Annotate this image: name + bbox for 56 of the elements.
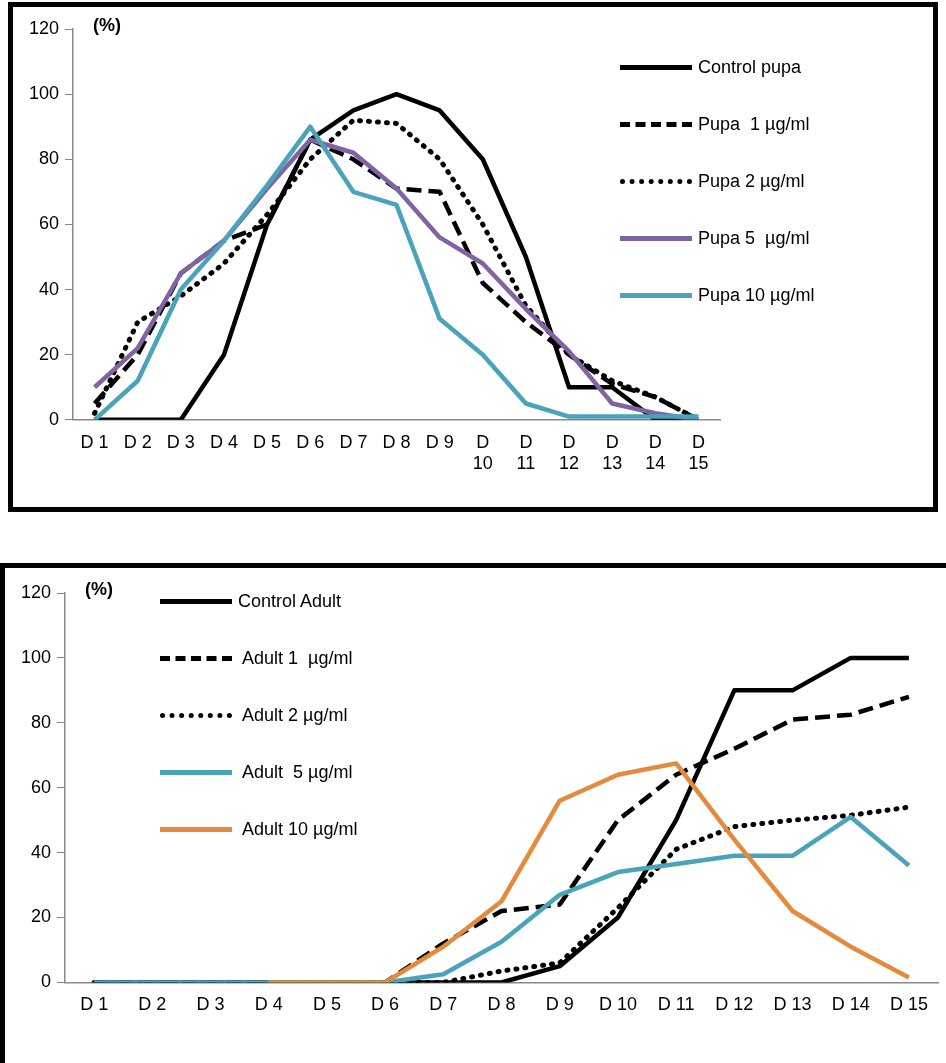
legend-label: Adult 1 µg/ml [241,648,353,669]
x-tick-label: D 1 [80,431,109,452]
y-tick-label: 0 [49,408,60,429]
y-tick-label: 20 [39,343,60,364]
x-tick-label: D 10 [472,431,493,474]
x-tick-label: D 6 [296,431,325,452]
y-tick-label: 0 [41,971,52,992]
x-tick-label: D 12 [715,994,754,1015]
x-tick-label: D 14 [831,994,870,1015]
legend-label: Adult 10 µg/ml [241,819,358,840]
x-tick-label: D 13 [773,994,812,1015]
x-tick-label: D 6 [371,994,400,1015]
legend-label: Control Adult [238,591,342,612]
y-tick-label: 120 [20,581,52,602]
y-tick-label: 100 [28,83,60,104]
x-tick-label: D 8 [487,994,516,1015]
x-tick-label: D 15 [688,431,709,474]
x-tick-label: D 9 [425,431,454,452]
x-tick-label: D 2 [138,994,167,1015]
y-tick-label: 60 [39,213,60,234]
x-tick-label: D 3 [196,994,225,1015]
x-tick-label: D 4 [209,431,238,452]
legend-label: Pupa 5 µg/ml [698,228,810,249]
x-tick-label: D 15 [889,994,928,1015]
y-tick-label: 120 [28,17,60,38]
legend-label: Adult 5 µg/ml [241,762,353,783]
x-tick-label: D 11 [516,431,536,474]
y-tick-label: 40 [39,278,60,299]
x-tick-label: D 7 [429,994,458,1015]
x-tick-label: D 14 [645,431,666,474]
x-tick-label: D 4 [254,994,283,1015]
y-tick-label: 80 [39,148,60,169]
x-tick-label: D 11 [657,994,695,1015]
y-tick-label: 80 [31,711,52,732]
x-tick-label: D 2 [123,431,152,452]
x-tick-label: D 8 [382,431,411,452]
y-tick-label: 100 [20,646,52,667]
x-tick-label: D 13 [602,431,623,474]
x-tick-label: D 7 [339,431,368,452]
y-axis-title: (%) [93,15,122,36]
legend-label: Pupa 1 µg/ml [698,114,810,135]
x-tick-label: D 5 [253,431,282,452]
legend-label: Adult 2 µg/ml [241,705,348,726]
x-tick-label: D 5 [312,994,341,1015]
x-tick-label: D 10 [598,994,637,1015]
legend-label: Pupa 10 µg/ml [698,285,815,306]
y-tick-label: 40 [31,841,52,862]
legend-label: Control pupa [698,57,802,78]
legend-label: Pupa 2 µg/ml [698,171,805,192]
y-tick-label: 20 [31,906,52,927]
x-tick-label: D 12 [559,431,580,474]
y-tick-label: 60 [31,776,52,797]
y-axis-title: (%) [85,579,114,600]
x-tick-label: D 1 [80,994,109,1015]
x-tick-label: D 9 [545,994,574,1015]
x-tick-label: D 3 [166,431,195,452]
